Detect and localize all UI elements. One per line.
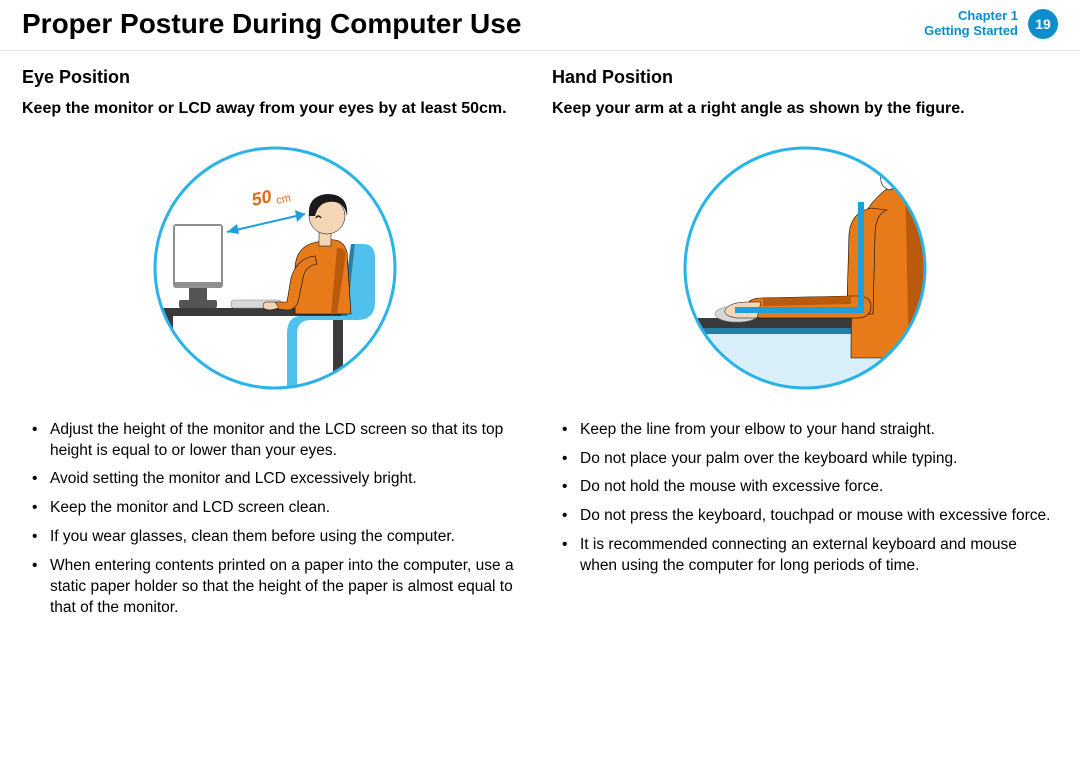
bullet-item: Adjust the height of the monitor and the… — [40, 420, 528, 462]
bullet-item: When entering contents printed on a pape… — [40, 556, 528, 619]
bullet-item: If you wear glasses, clean them before u… — [40, 527, 528, 548]
eye-figure: 50 cm — [22, 138, 528, 398]
chapter-block: Chapter 1 Getting Started 19 — [924, 9, 1080, 39]
eye-posture-illustration: 50 cm — [145, 138, 405, 398]
bullet-item: Do not place your palm over the keyboard… — [570, 449, 1058, 470]
person-chin — [883, 146, 907, 178]
eye-subheading: Keep the monitor or LCD away from your e… — [22, 98, 528, 120]
bullet-item: Keep the line from your elbow to your ha… — [570, 420, 1058, 441]
eye-column: Eye Position Keep the monitor or LCD awa… — [22, 67, 528, 627]
hand-bullet-list: Keep the line from your elbow to your ha… — [552, 420, 1058, 578]
page-header: Proper Posture During Computer Use Chapt… — [0, 0, 1080, 51]
content-columns: Eye Position Keep the monitor or LCD awa… — [0, 51, 1080, 627]
bullet-item: Do not press the keyboard, touchpad or m… — [570, 506, 1058, 527]
chapter-line2: Getting Started — [924, 24, 1018, 39]
hand-subheading: Keep your arm at a right angle as shown … — [552, 98, 1058, 120]
bullet-item: Avoid setting the monitor and LCD excess… — [40, 469, 528, 490]
distance-number: 50 — [250, 186, 274, 210]
page-title: Proper Posture During Computer Use — [22, 8, 521, 40]
hand-posture-illustration — [675, 138, 935, 398]
eye-bullet-list: Adjust the height of the monitor and the… — [22, 420, 528, 619]
hand-heading: Hand Position — [552, 67, 1058, 88]
chapter-text: Chapter 1 Getting Started — [924, 9, 1018, 39]
page-number-badge: 19 — [1028, 9, 1058, 39]
hand-column: Hand Position Keep your arm at a right a… — [552, 67, 1058, 627]
hand-figure — [552, 138, 1058, 398]
eye-heading: Eye Position — [22, 67, 528, 88]
bullet-item: Keep the monitor and LCD screen clean. — [40, 498, 528, 519]
bullet-item: It is recommended connecting an external… — [570, 535, 1058, 577]
bullet-item: Do not hold the mouse with excessive for… — [570, 477, 1058, 498]
chapter-line1: Chapter 1 — [924, 9, 1018, 24]
